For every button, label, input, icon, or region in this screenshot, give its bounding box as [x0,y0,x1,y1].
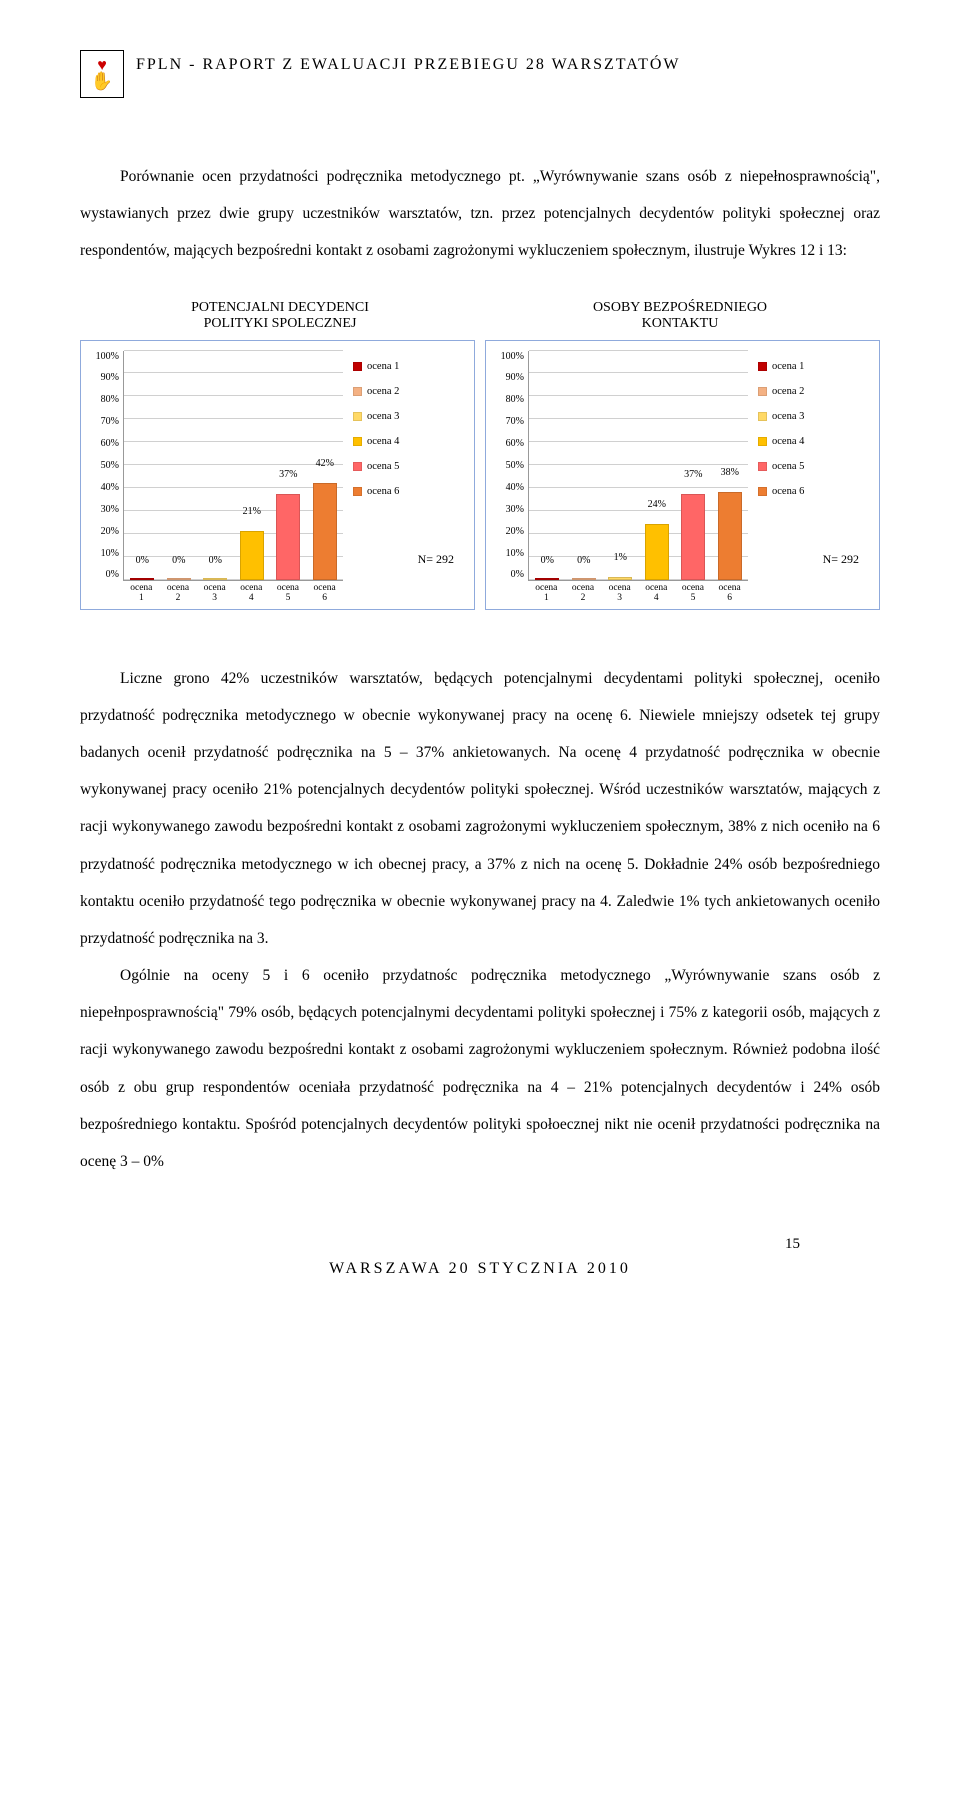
footer: WARSZAWA 20 STYCZNIA 2010 15 [80,1210,880,1278]
bar [276,494,300,579]
x-axis-labels: ocena1ocena2ocena3ocena4ocena5ocena6 [123,583,343,603]
legend-item: ocena 1 [353,361,399,372]
y-axis: 100%90%80%70%60%50%40%30%20%10%0% [89,351,123,581]
legend-item: ocena 1 [758,361,804,372]
legend-item: ocena 2 [758,386,804,397]
page-number: 15 [785,1236,800,1253]
legend: ocena 1 ocena 2 ocena 3 ocena 4 ocena 5 ocena… [758,351,804,497]
bar-value-label: 42% [316,458,334,469]
plot-area: 0% 0% 0% 21% 37% 42% [123,351,343,581]
body-paragraphs: Liczne grono 42% uczestników warsztatów,… [80,660,880,1181]
bar [130,578,154,580]
bar [167,578,191,580]
bar-value-label: 0% [136,555,149,566]
legend-item: ocena 2 [353,386,399,397]
n-label: N= 292 [418,552,454,567]
logo: ♥ ✋ [80,50,124,98]
bar-value-label: 21% [243,506,261,517]
chart-titles-row: POTENCJALNI DECYDENCI POLITYKI SPOLECZNE… [80,300,880,332]
bar-value-label: 0% [172,555,185,566]
legend-item: ocena 3 [758,411,804,422]
chart-right-title: OSOBY BEZPOŚREDNIEGO KONTAKTU [488,300,872,332]
page-header: ♥ ✋ FPLN - RAPORT Z EWALUACJI PRZEBIEGU … [80,50,880,98]
paragraph-2: Liczne grono 42% uczestników warsztatów,… [80,660,880,958]
n-label: N= 292 [823,552,859,567]
bar-value-label: 38% [721,467,739,478]
bar [681,494,705,579]
legend-item: ocena 5 [353,461,399,472]
legend-item: ocena 6 [758,486,804,497]
legend-item: ocena 3 [353,411,399,422]
y-axis: 100%90%80%70%60%50%40%30%20%10%0% [494,351,528,581]
bar [718,492,742,579]
paragraph-1: Porównanie ocen przydatności podręcznika… [80,158,880,270]
x-axis-labels: ocena1ocena2ocena3ocena4ocena5ocena6 [528,583,748,603]
bar-value-label: 1% [614,552,627,563]
bar-value-label: 0% [209,555,222,566]
bar [313,483,337,580]
bar-value-label: 0% [577,555,590,566]
legend: ocena 1 ocena 2 ocena 3 ocena 4 ocena 5 ocena… [353,351,399,497]
header-title: FPLN - RAPORT Z EWALUACJI PRZEBIEGU 28 W… [136,50,681,74]
paragraph-3: Ogólnie na oceny 5 i 6 oceniło przydatno… [80,957,880,1180]
legend-item: ocena 4 [353,436,399,447]
footer-text: WARSZAWA 20 STYCZNIA 2010 [329,1260,631,1278]
bar [608,577,632,579]
bar-value-label: 24% [648,499,666,510]
bar [240,531,264,579]
bar-value-label: 37% [684,469,702,480]
charts-row: 100%90%80%70%60%50%40%30%20%10%0% 0% 0% 0% 2… [80,340,880,610]
plot-area: 0% 0% 1% 24% 37% 38% [528,351,748,581]
chart-left: 100%90%80%70%60%50%40%30%20%10%0% 0% 0% 0% 2… [80,340,475,610]
bar-value-label: 0% [541,555,554,566]
bar [645,524,669,579]
legend-item: ocena 5 [758,461,804,472]
legend-item: ocena 4 [758,436,804,447]
legend-item: ocena 6 [353,486,399,497]
bar [535,578,559,580]
logo-hand-icon: ✋ [91,72,113,90]
bar [572,578,596,580]
chart-right: 100%90%80%70%60%50%40%30%20%10%0% 0% 0% 1% 2… [485,340,880,610]
bar [203,578,227,580]
intro-paragraph: Porównanie ocen przydatności podręcznika… [80,158,880,270]
bar-value-label: 37% [279,469,297,480]
chart-left-title: POTENCJALNI DECYDENCI POLITYKI SPOLECZNE… [88,300,472,332]
